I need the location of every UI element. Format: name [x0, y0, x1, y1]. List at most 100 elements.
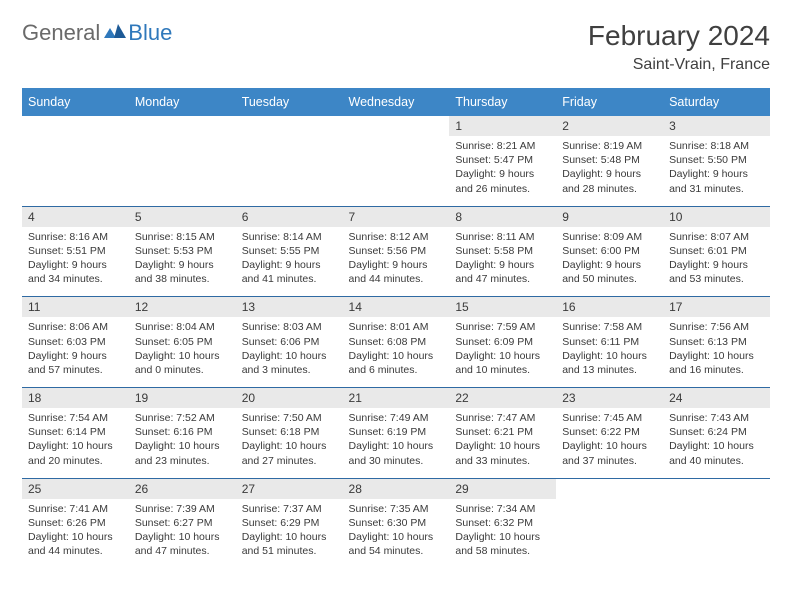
brand-logo: General Blue: [22, 20, 172, 46]
day-number: 29: [449, 478, 556, 499]
day-cell: 12Sunrise: 8:04 AMSunset: 6:05 PMDayligh…: [129, 296, 236, 387]
day-content: Sunrise: 8:12 AMSunset: 5:56 PMDaylight:…: [343, 227, 450, 297]
day-cell: 13Sunrise: 8:03 AMSunset: 6:06 PMDayligh…: [236, 296, 343, 387]
day-content: Sunrise: 7:49 AMSunset: 6:19 PMDaylight:…: [343, 408, 450, 478]
dayhead-sat: Saturday: [663, 88, 770, 116]
day-content: Sunrise: 7:56 AMSunset: 6:13 PMDaylight:…: [663, 317, 770, 387]
day-content: Sunrise: 7:35 AMSunset: 6:30 PMDaylight:…: [343, 499, 450, 569]
dayhead-sun: Sunday: [22, 88, 129, 116]
day-content: Sunrise: 8:09 AMSunset: 6:00 PMDaylight:…: [556, 227, 663, 297]
day-content: Sunrise: 7:47 AMSunset: 6:21 PMDaylight:…: [449, 408, 556, 478]
day-cell: 19Sunrise: 7:52 AMSunset: 6:16 PMDayligh…: [129, 387, 236, 478]
dayhead-tue: Tuesday: [236, 88, 343, 116]
title-block: February 2024 Saint-Vrain, France: [588, 20, 770, 74]
day-content: Sunrise: 8:18 AMSunset: 5:50 PMDaylight:…: [663, 136, 770, 206]
day-cell: 23Sunrise: 7:45 AMSunset: 6:22 PMDayligh…: [556, 387, 663, 478]
dayhead-mon: Monday: [129, 88, 236, 116]
calendar-body: 1Sunrise: 8:21 AMSunset: 5:47 PMDaylight…: [22, 116, 770, 568]
dayhead-fri: Friday: [556, 88, 663, 116]
day-cell: 21Sunrise: 7:49 AMSunset: 6:19 PMDayligh…: [343, 387, 450, 478]
day-number: 26: [129, 478, 236, 499]
day-cell: 18Sunrise: 7:54 AMSunset: 6:14 PMDayligh…: [22, 387, 129, 478]
day-number: 13: [236, 296, 343, 317]
day-content: Sunrise: 8:16 AMSunset: 5:51 PMDaylight:…: [22, 227, 129, 297]
day-number: 21: [343, 387, 450, 408]
brand-word-blue: Blue: [128, 20, 172, 46]
day-number: 25: [22, 478, 129, 499]
day-cell: 17Sunrise: 7:56 AMSunset: 6:13 PMDayligh…: [663, 296, 770, 387]
day-content: Sunrise: 7:58 AMSunset: 6:11 PMDaylight:…: [556, 317, 663, 387]
day-cell: 9Sunrise: 8:09 AMSunset: 6:00 PMDaylight…: [556, 206, 663, 297]
week-row: 25Sunrise: 7:41 AMSunset: 6:26 PMDayligh…: [22, 478, 770, 569]
day-content: Sunrise: 8:01 AMSunset: 6:08 PMDaylight:…: [343, 317, 450, 387]
day-number: 11: [22, 296, 129, 317]
day-number: 7: [343, 206, 450, 227]
day-number: 16: [556, 296, 663, 317]
day-number: 27: [236, 478, 343, 499]
location-subtitle: Saint-Vrain, France: [588, 56, 770, 74]
day-number-empty: [663, 478, 770, 499]
day-cell: [22, 116, 129, 206]
day-number: 17: [663, 296, 770, 317]
day-cell: 15Sunrise: 7:59 AMSunset: 6:09 PMDayligh…: [449, 296, 556, 387]
brand-word-general: General: [22, 20, 100, 46]
day-content: Sunrise: 7:34 AMSunset: 6:32 PMDaylight:…: [449, 499, 556, 569]
day-cell: 26Sunrise: 7:39 AMSunset: 6:27 PMDayligh…: [129, 478, 236, 569]
day-number: 10: [663, 206, 770, 227]
day-cell: 8Sunrise: 8:11 AMSunset: 5:58 PMDaylight…: [449, 206, 556, 297]
week-row: 1Sunrise: 8:21 AMSunset: 5:47 PMDaylight…: [22, 116, 770, 206]
day-content-empty: [22, 136, 129, 196]
week-row: 18Sunrise: 7:54 AMSunset: 6:14 PMDayligh…: [22, 387, 770, 478]
day-cell: [663, 478, 770, 569]
day-number: 6: [236, 206, 343, 227]
day-cell: 27Sunrise: 7:37 AMSunset: 6:29 PMDayligh…: [236, 478, 343, 569]
day-content: Sunrise: 8:06 AMSunset: 6:03 PMDaylight:…: [22, 317, 129, 387]
day-content: Sunrise: 7:39 AMSunset: 6:27 PMDaylight:…: [129, 499, 236, 569]
day-header-row: Sunday Monday Tuesday Wednesday Thursday…: [22, 88, 770, 116]
day-cell: 3Sunrise: 8:18 AMSunset: 5:50 PMDaylight…: [663, 116, 770, 206]
day-content-empty: [343, 136, 450, 196]
week-row: 4Sunrise: 8:16 AMSunset: 5:51 PMDaylight…: [22, 206, 770, 297]
day-content: Sunrise: 7:50 AMSunset: 6:18 PMDaylight:…: [236, 408, 343, 478]
day-content: Sunrise: 7:45 AMSunset: 6:22 PMDaylight:…: [556, 408, 663, 478]
day-number: 3: [663, 116, 770, 136]
day-cell: [556, 478, 663, 569]
day-content: Sunrise: 7:37 AMSunset: 6:29 PMDaylight:…: [236, 499, 343, 569]
day-content: Sunrise: 8:03 AMSunset: 6:06 PMDaylight:…: [236, 317, 343, 387]
day-number: 19: [129, 387, 236, 408]
day-cell: 28Sunrise: 7:35 AMSunset: 6:30 PMDayligh…: [343, 478, 450, 569]
calendar-table: Sunday Monday Tuesday Wednesday Thursday…: [22, 88, 770, 568]
day-number: 22: [449, 387, 556, 408]
day-content: Sunrise: 8:14 AMSunset: 5:55 PMDaylight:…: [236, 227, 343, 297]
day-number: 28: [343, 478, 450, 499]
day-content: Sunrise: 8:21 AMSunset: 5:47 PMDaylight:…: [449, 136, 556, 206]
day-content: Sunrise: 7:41 AMSunset: 6:26 PMDaylight:…: [22, 499, 129, 569]
day-cell: 14Sunrise: 8:01 AMSunset: 6:08 PMDayligh…: [343, 296, 450, 387]
day-cell: 16Sunrise: 7:58 AMSunset: 6:11 PMDayligh…: [556, 296, 663, 387]
day-number: 24: [663, 387, 770, 408]
day-number-empty: [129, 116, 236, 136]
day-number: 14: [343, 296, 450, 317]
day-number: 4: [22, 206, 129, 227]
day-content: Sunrise: 7:43 AMSunset: 6:24 PMDaylight:…: [663, 408, 770, 478]
day-content: Sunrise: 8:04 AMSunset: 6:05 PMDaylight:…: [129, 317, 236, 387]
day-cell: 25Sunrise: 7:41 AMSunset: 6:26 PMDayligh…: [22, 478, 129, 569]
page-header: General Blue February 2024 Saint-Vrain, …: [22, 20, 770, 74]
day-number-empty: [22, 116, 129, 136]
day-number-empty: [556, 478, 663, 499]
day-number-empty: [343, 116, 450, 136]
day-content-empty: [236, 136, 343, 196]
day-cell: 20Sunrise: 7:50 AMSunset: 6:18 PMDayligh…: [236, 387, 343, 478]
day-content: Sunrise: 7:54 AMSunset: 6:14 PMDaylight:…: [22, 408, 129, 478]
day-cell: 5Sunrise: 8:15 AMSunset: 5:53 PMDaylight…: [129, 206, 236, 297]
day-cell: 4Sunrise: 8:16 AMSunset: 5:51 PMDaylight…: [22, 206, 129, 297]
dayhead-wed: Wednesday: [343, 88, 450, 116]
day-number: 15: [449, 296, 556, 317]
day-cell: 2Sunrise: 8:19 AMSunset: 5:48 PMDaylight…: [556, 116, 663, 206]
day-number: 18: [22, 387, 129, 408]
day-content-empty: [663, 499, 770, 559]
month-title: February 2024: [588, 20, 770, 52]
day-cell: 29Sunrise: 7:34 AMSunset: 6:32 PMDayligh…: [449, 478, 556, 569]
day-cell: 11Sunrise: 8:06 AMSunset: 6:03 PMDayligh…: [22, 296, 129, 387]
day-number: 2: [556, 116, 663, 136]
